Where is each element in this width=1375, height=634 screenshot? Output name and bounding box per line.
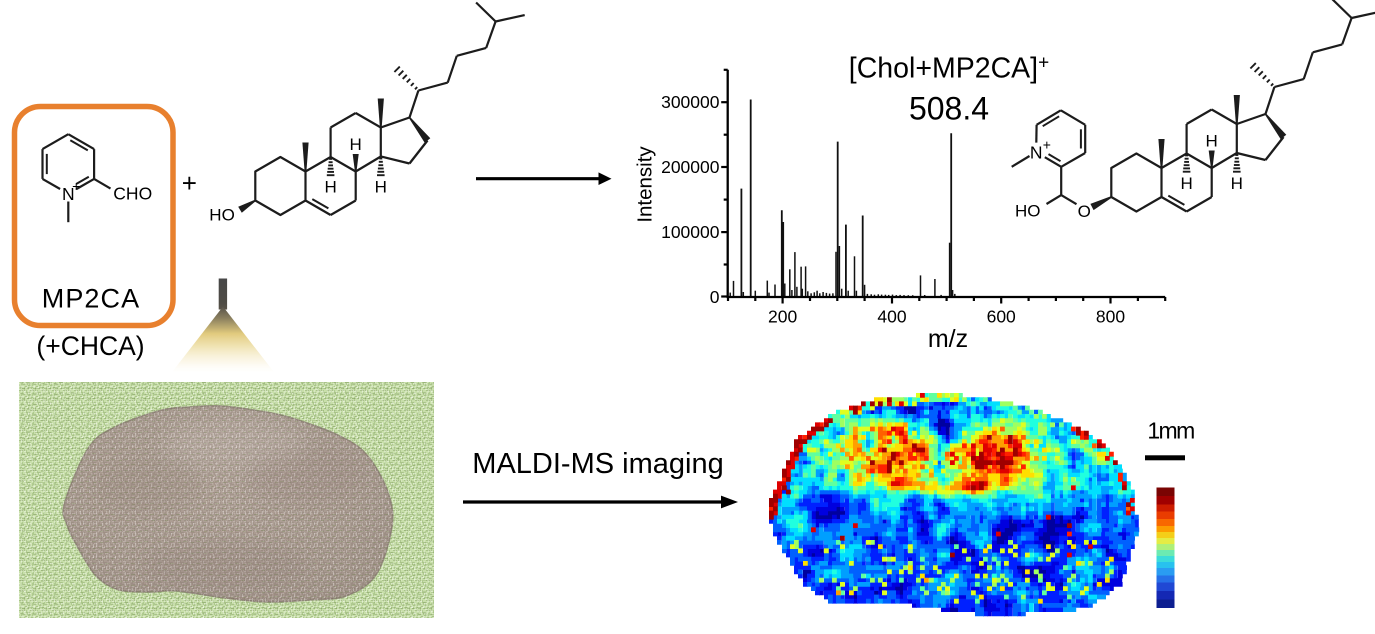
svg-text:0: 0 — [710, 287, 720, 307]
svg-text:MALDI-MS imaging: MALDI-MS imaging — [472, 448, 723, 480]
svg-text:(+CHCA): (+CHCA) — [36, 331, 144, 361]
svg-text:600: 600 — [987, 307, 1016, 327]
svg-text:200: 200 — [768, 307, 797, 327]
svg-text:1mm: 1mm — [1147, 418, 1194, 444]
svg-text:H: H — [350, 135, 362, 154]
svg-text:CHO: CHO — [113, 183, 152, 203]
svg-text:MP2CA: MP2CA — [42, 284, 141, 314]
svg-text:100000: 100000 — [661, 222, 720, 242]
svg-text:300000: 300000 — [661, 92, 720, 112]
svg-text:Intensity: Intensity — [634, 146, 657, 223]
svg-text:H: H — [375, 177, 387, 196]
svg-text:HO: HO — [1015, 202, 1041, 221]
svg-text:O: O — [1078, 202, 1091, 221]
svg-text:400: 400 — [877, 307, 906, 327]
svg-text:[Chol+MP2CA]+: [Chol+MP2CA]+ — [849, 53, 1049, 85]
svg-text:+: + — [72, 178, 80, 194]
svg-text:508.4: 508.4 — [909, 91, 989, 127]
svg-text:N: N — [1030, 142, 1043, 162]
svg-text:800: 800 — [1096, 307, 1125, 327]
svg-text:H: H — [324, 177, 336, 196]
svg-text:HO: HO — [209, 205, 235, 224]
svg-text:200000: 200000 — [661, 157, 720, 177]
svg-text:m/z: m/z — [928, 325, 968, 353]
svg-text:+: + — [182, 168, 197, 198]
svg-text:+: + — [1043, 137, 1051, 153]
svg-text:N: N — [62, 184, 75, 204]
